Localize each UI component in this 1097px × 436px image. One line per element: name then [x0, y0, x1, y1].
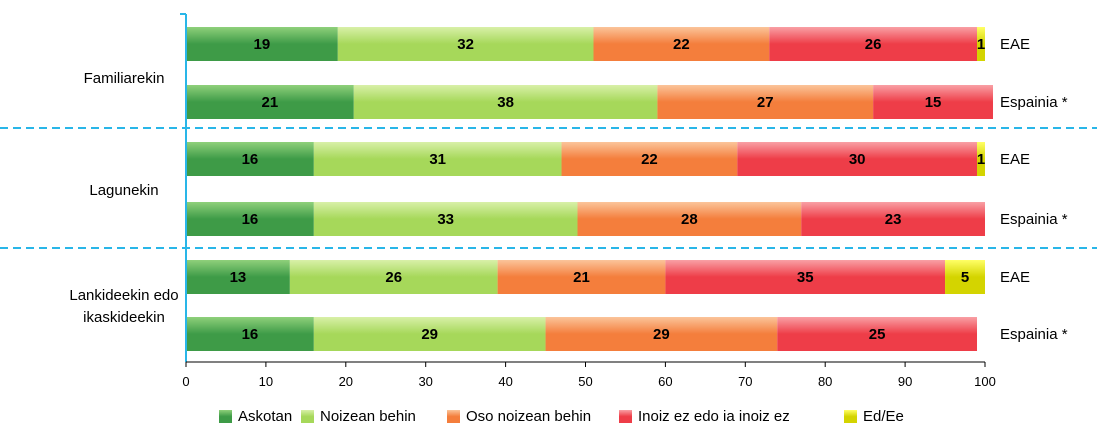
data-label: 16	[242, 211, 259, 228]
row-label: Espainia *	[1000, 211, 1068, 228]
data-label: 16	[242, 326, 259, 343]
x-tick-label: 80	[818, 374, 832, 389]
bar-segment-inoiz-ez-edo-ia-inoiz-ez	[737, 142, 978, 176]
bars-layer	[186, 27, 993, 351]
group-separators	[0, 127, 1097, 249]
data-label: 16	[242, 151, 259, 168]
bar-segment-oso-noizean-behin	[561, 142, 738, 176]
x-tick-label: 90	[898, 374, 912, 389]
bar-segment-askotan	[186, 142, 314, 176]
bar-segment-noizean-behin	[313, 202, 578, 236]
x-tick-label: 30	[418, 374, 432, 389]
bar-segment-noizean-behin	[313, 317, 546, 351]
legend-label: Ed/Ee	[863, 408, 904, 425]
bar-segment-inoiz-ez-edo-ia-inoiz-ez	[665, 260, 946, 294]
data-label: 35	[797, 269, 814, 286]
bar-segment-askotan	[186, 260, 290, 294]
x-tick-label: 50	[578, 374, 592, 389]
legend-swatch	[219, 410, 232, 423]
x-tick-label: 10	[259, 374, 273, 389]
legend-label: Askotan	[238, 408, 292, 425]
bar-segment-noizean-behin	[337, 27, 594, 61]
bar-segment-noizean-behin	[289, 260, 498, 294]
data-label: 29	[653, 326, 670, 343]
data-label: 33	[437, 211, 454, 228]
data-label: 38	[497, 94, 514, 111]
data-label: 29	[421, 326, 438, 343]
legend-label: Inoiz ez edo ia inoiz ez	[638, 408, 790, 425]
axis-layer: 0 10 20 30 40 50 60 70 80 90 100	[180, 13, 996, 389]
x-tick-label: 60	[658, 374, 672, 389]
bar-segment-askotan	[186, 27, 338, 61]
x-tick-label: 20	[339, 374, 353, 389]
bar-segment-oso-noizean-behin	[657, 85, 874, 119]
data-label: 30	[849, 151, 866, 168]
bar-segment-oso-noizean-behin	[545, 317, 778, 351]
bar-segment-oso-noizean-behin	[593, 27, 770, 61]
data-label: 26	[865, 36, 882, 53]
bar-segment-ed-ee	[977, 142, 985, 176]
legend-label: Noizean behin	[320, 408, 416, 425]
legend-swatch	[447, 410, 460, 423]
data-label: 32	[457, 36, 474, 53]
data-label: 19	[254, 36, 271, 53]
bar-segment-inoiz-ez-edo-ia-inoiz-ez	[777, 317, 978, 351]
bar-segment-askotan	[186, 317, 314, 351]
group-label: Lagunekin	[89, 182, 158, 199]
x-tick-label: 70	[738, 374, 752, 389]
data-label: 1	[977, 151, 985, 168]
bar-segment-inoiz-ez-edo-ia-inoiz-ez	[873, 85, 993, 119]
data-label: 23	[885, 211, 902, 228]
legend-swatch	[301, 410, 314, 423]
group-label: Lankideekin edo	[69, 287, 178, 304]
data-label: 21	[573, 269, 590, 286]
data-label: 31	[429, 151, 446, 168]
legend-swatch	[619, 410, 632, 423]
group-label: Familiarekin	[84, 70, 165, 87]
data-label: 15	[925, 94, 942, 111]
bar-segment-noizean-behin	[313, 142, 562, 176]
bar-segment-inoiz-ez-edo-ia-inoiz-ez	[801, 202, 985, 236]
data-label: 21	[262, 94, 279, 111]
legend-label: Oso noizean behin	[466, 408, 591, 425]
group-label: ikaskideekin	[83, 309, 165, 326]
x-tick-label: 100	[974, 374, 996, 389]
data-label: 25	[869, 326, 886, 343]
row-label: EAE	[1000, 269, 1030, 286]
bar-segment-askotan	[186, 85, 354, 119]
legend-swatch	[844, 410, 857, 423]
bar-segment-noizean-behin	[353, 85, 658, 119]
row-label: EAE	[1000, 151, 1030, 168]
bar-segment-oso-noizean-behin	[577, 202, 802, 236]
row-label: Espainia *	[1000, 94, 1068, 111]
bar-segment-askotan	[186, 202, 314, 236]
data-label: 5	[961, 269, 969, 286]
bar-segment-inoiz-ez-edo-ia-inoiz-ez	[769, 27, 978, 61]
bar-segment-oso-noizean-behin	[497, 260, 666, 294]
x-tick-label: 40	[498, 374, 512, 389]
data-label: 27	[757, 94, 774, 111]
data-label: 26	[385, 269, 402, 286]
legend: Askotan Noizean behin Oso noizean behin Ino…	[219, 408, 904, 425]
bar-segment-ed-ee	[977, 27, 985, 61]
row-label: EAE	[1000, 36, 1030, 53]
bar-segment-ed-ee	[945, 260, 985, 294]
data-label: 28	[681, 211, 698, 228]
row-label: Espainia *	[1000, 326, 1068, 343]
data-label: 1	[977, 36, 985, 53]
data-label: 22	[641, 151, 658, 168]
x-tick-label: 0	[182, 374, 189, 389]
data-label: 13	[230, 269, 247, 286]
data-label: 22	[673, 36, 690, 53]
